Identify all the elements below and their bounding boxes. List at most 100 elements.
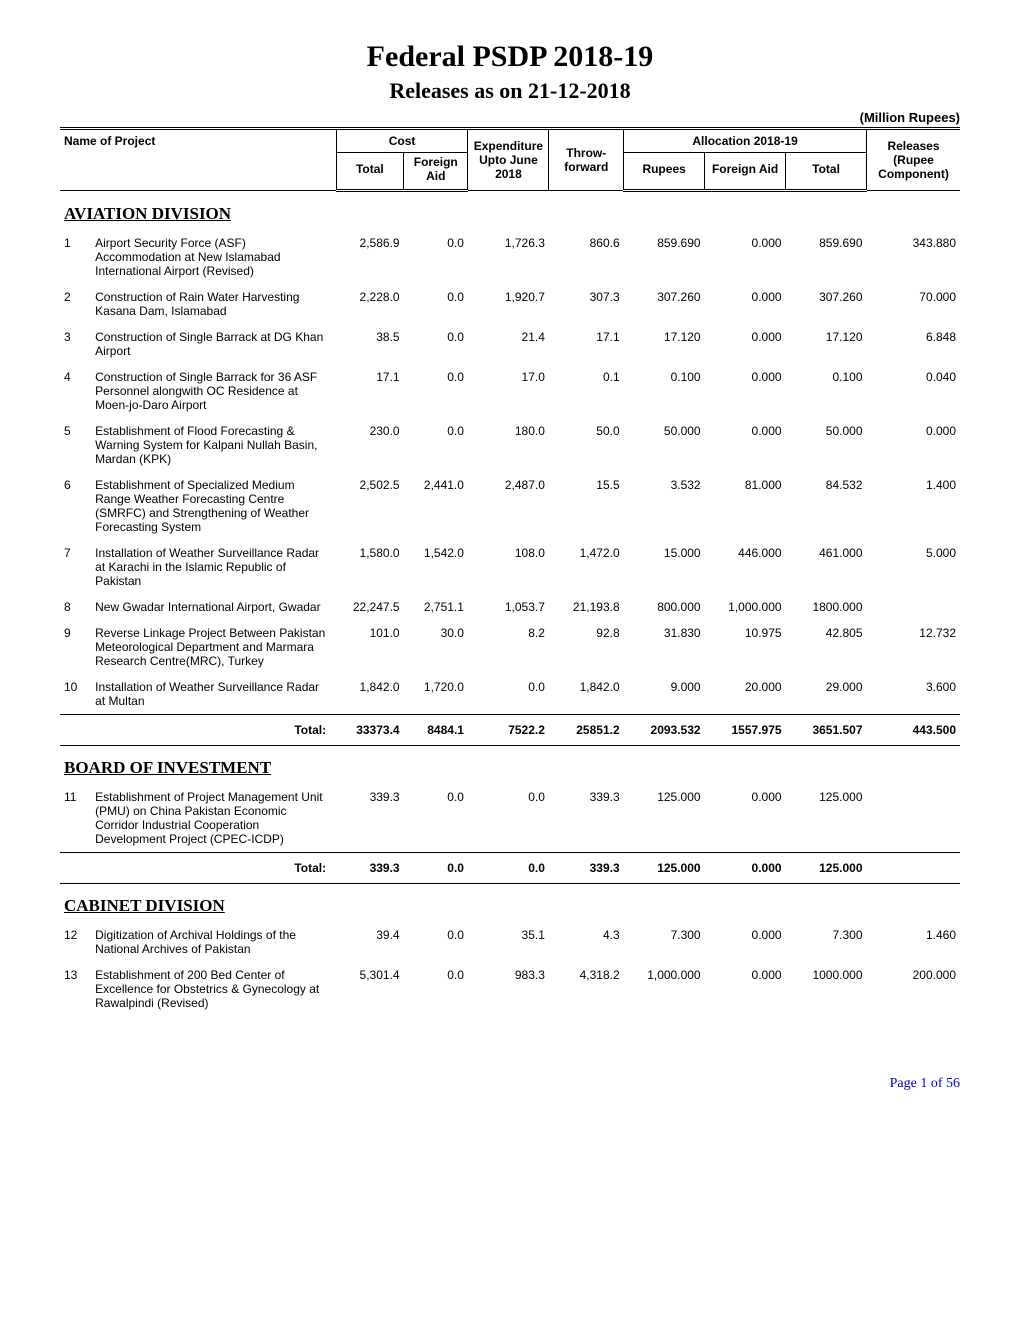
cost-total: 17.1 [336,364,403,418]
section-title: BOARD OF INVESTMENT [60,746,960,785]
cost-total: 1,580.0 [336,540,403,594]
allocation-total: 461.000 [786,540,867,594]
row-index: 13 [60,962,91,1016]
blank [60,853,91,884]
row-index: 4 [60,364,91,418]
project-name: New Gwadar International Airport, Gwadar [91,594,336,620]
cost-total: 5,301.4 [336,962,403,1016]
cost-foreign-aid: 0.0 [404,230,468,284]
row-index: 8 [60,594,91,620]
cost-total: 22,247.5 [336,594,403,620]
allocation-total: 1000.000 [786,962,867,1016]
cost-foreign-aid: 0.0 [404,962,468,1016]
allocation-total: 42.805 [786,620,867,674]
project-name: Establishment of Project Management Unit… [91,784,336,853]
cost-total: 39.4 [336,922,403,962]
allocation-rupees: 1,000.000 [624,962,705,1016]
allocation-rupees: 50.000 [624,418,705,472]
allocation-total: 7.300 [786,922,867,962]
releases [867,853,961,884]
expenditure: 2,487.0 [468,472,549,540]
table-body: AVIATION DIVISION1Airport Security Force… [60,191,960,1017]
header-throw-forward: Throw- forward [549,129,624,191]
cost-total: 38.5 [336,324,403,364]
unit-label: (Million Rupees) [60,110,960,125]
throw-forward: 21,193.8 [549,594,624,620]
row-index: 10 [60,674,91,715]
allocation-rupees: 125.000 [624,784,705,853]
project-name: Establishment of Flood Forecasting & War… [91,418,336,472]
cost-foreign-aid: 0.0 [404,364,468,418]
allocation-total: 125.000 [786,784,867,853]
allocation-foreign-aid: 10.975 [705,620,786,674]
table-row: 13Establishment of 200 Bed Center of Exc… [60,962,960,1016]
releases: 5.000 [867,540,961,594]
table-row: 8New Gwadar International Airport, Gwada… [60,594,960,620]
cost-total: 230.0 [336,418,403,472]
throw-forward: 860.6 [549,230,624,284]
cost-total: 339.3 [336,853,403,884]
allocation-foreign-aid: 1557.975 [705,715,786,746]
header-releases: Releases (Rupee Component) [867,129,961,191]
releases: 3.600 [867,674,961,715]
cost-foreign-aid: 0.0 [404,324,468,364]
allocation-foreign-aid: 0.000 [705,364,786,418]
total-label: Total: [91,715,336,746]
allocation-total: 307.260 [786,284,867,324]
allocation-rupees: 7.300 [624,922,705,962]
cost-total: 101.0 [336,620,403,674]
allocation-total: 17.120 [786,324,867,364]
cost-foreign-aid: 0.0 [404,922,468,962]
table-row: 3Construction of Single Barrack at DG Kh… [60,324,960,364]
cost-total: 339.3 [336,784,403,853]
allocation-rupees: 0.100 [624,364,705,418]
header-alloc-total: Total [786,153,867,191]
throw-forward: 1,842.0 [549,674,624,715]
project-name: Installation of Weather Surveillance Rad… [91,674,336,715]
allocation-rupees: 9.000 [624,674,705,715]
page-footer: Page 1 of 56 [60,1076,960,1092]
header-alloc-rupees: Rupees [624,153,705,191]
allocation-foreign-aid: 1,000.000 [705,594,786,620]
releases: 443.500 [867,715,961,746]
allocation-rupees: 2093.532 [624,715,705,746]
cost-total: 1,842.0 [336,674,403,715]
allocation-foreign-aid: 0.000 [705,230,786,284]
allocation-foreign-aid: 0.000 [705,284,786,324]
expenditure: 0.0 [468,674,549,715]
allocation-foreign-aid: 0.000 [705,784,786,853]
project-name: Construction of Single Barrack at DG Kha… [91,324,336,364]
expenditure: 0.0 [468,853,549,884]
releases: 0.000 [867,418,961,472]
project-name: Establishment of 200 Bed Center of Excel… [91,962,336,1016]
page-title: Federal PSDP 2018-19 [60,40,960,74]
expenditure: 1,920.7 [468,284,549,324]
allocation-foreign-aid: 0.000 [705,324,786,364]
table-row: 4Construction of Single Barrack for 36 A… [60,364,960,418]
table-row: 5Establishment of Flood Forecasting & Wa… [60,418,960,472]
throw-forward: 307.3 [549,284,624,324]
allocation-rupees: 3.532 [624,472,705,540]
expenditure: 180.0 [468,418,549,472]
allocation-rupees: 800.000 [624,594,705,620]
table-row: 10Installation of Weather Surveillance R… [60,674,960,715]
row-index: 3 [60,324,91,364]
project-name: Reverse Linkage Project Between Pakistan… [91,620,336,674]
cost-total: 2,228.0 [336,284,403,324]
project-name: Construction of Single Barrack for 36 AS… [91,364,336,418]
cost-foreign-aid: 1,720.0 [404,674,468,715]
cost-total: 33373.4 [336,715,403,746]
throw-forward: 17.1 [549,324,624,364]
row-index: 9 [60,620,91,674]
blank [60,715,91,746]
releases: 12.732 [867,620,961,674]
allocation-foreign-aid: 0.000 [705,853,786,884]
throw-forward: 15.5 [549,472,624,540]
releases: 343.880 [867,230,961,284]
expenditure: 8.2 [468,620,549,674]
table-row: 7Installation of Weather Surveillance Ra… [60,540,960,594]
project-name: Digitization of Archival Holdings of the… [91,922,336,962]
cost-foreign-aid: 1,542.0 [404,540,468,594]
allocation-rupees: 307.260 [624,284,705,324]
allocation-total: 50.000 [786,418,867,472]
